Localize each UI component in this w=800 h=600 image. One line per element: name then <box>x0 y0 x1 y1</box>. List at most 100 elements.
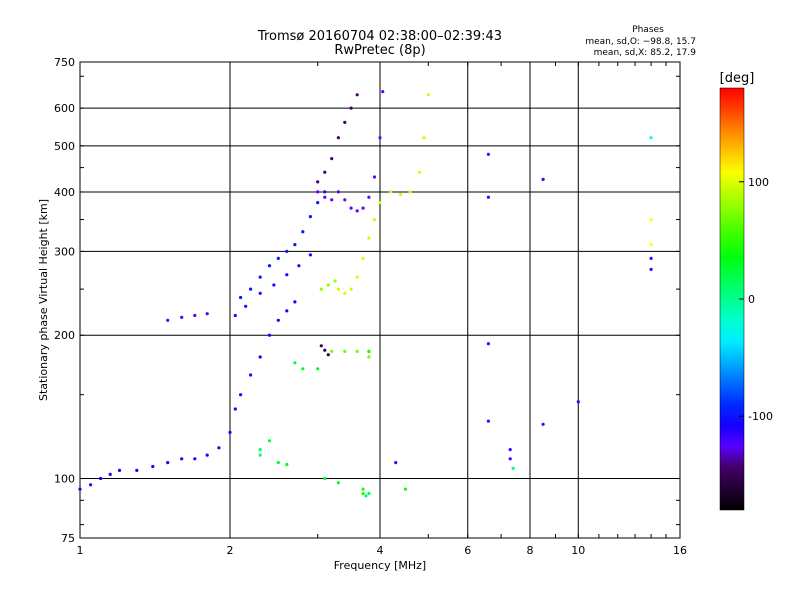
data-point <box>316 201 320 205</box>
data-point <box>576 400 580 404</box>
legend-line-o: mean, sd,O: −98.8, 15.7 <box>585 37 696 47</box>
data-point <box>349 106 353 110</box>
legend-heading: Phases <box>632 25 664 35</box>
data-point <box>649 267 653 271</box>
data-point <box>649 256 653 260</box>
data-point <box>649 243 653 247</box>
data-point <box>343 198 347 202</box>
data-point <box>541 422 545 426</box>
x-tick-label: 16 <box>673 544 687 557</box>
data-point <box>364 494 368 498</box>
data-point <box>316 367 320 371</box>
data-point <box>422 136 426 140</box>
data-point <box>361 491 365 496</box>
data-point <box>323 170 327 174</box>
data-point <box>323 190 327 194</box>
data-point <box>205 312 209 316</box>
data-point <box>285 273 289 277</box>
data-point <box>333 279 337 283</box>
data-point <box>355 349 359 353</box>
data-point <box>267 439 272 443</box>
data-point <box>336 136 340 140</box>
y-tick-label: 750 <box>54 56 75 69</box>
colorbar-tick-label: -100 <box>748 410 773 423</box>
data-point <box>180 457 184 461</box>
y-tick-label: 400 <box>54 186 75 199</box>
data-point <box>258 275 262 279</box>
data-point <box>239 393 243 397</box>
data-point <box>326 353 330 357</box>
colorbar-tick-label: 100 <box>748 176 769 189</box>
data-point <box>293 361 297 365</box>
colorbar-tick-label: 0 <box>748 293 755 306</box>
data-point <box>180 315 184 319</box>
data-point <box>267 264 272 268</box>
data-point <box>367 195 371 199</box>
data-point <box>166 318 170 322</box>
data-point <box>343 291 347 295</box>
data-point <box>361 256 365 260</box>
data-point <box>399 192 403 197</box>
data-point <box>239 295 243 300</box>
x-tick-label: 8 <box>527 544 534 557</box>
data-point <box>541 177 545 181</box>
data-point <box>355 93 359 97</box>
data-point <box>389 190 393 194</box>
data-point <box>117 468 122 472</box>
data-point <box>378 136 382 140</box>
data-point <box>486 419 490 423</box>
data-point <box>293 300 297 304</box>
data-point <box>336 287 340 291</box>
data-point <box>417 170 422 174</box>
data-point <box>217 446 221 450</box>
data-point <box>301 230 305 234</box>
colorbar: 100 0 -100 <box>719 87 773 511</box>
data-point <box>508 448 512 452</box>
data-point <box>78 487 82 491</box>
data-point <box>89 483 93 487</box>
x-tick-label: 6 <box>464 544 471 557</box>
data-point <box>108 472 112 476</box>
data-point <box>249 373 253 377</box>
data-point <box>367 491 371 496</box>
data-point <box>99 476 103 481</box>
data-point <box>285 462 289 467</box>
data-point <box>319 344 323 348</box>
data-point <box>258 453 262 457</box>
data-point <box>372 218 377 222</box>
data-point <box>486 342 490 346</box>
x-tick-label: 1 <box>77 544 84 557</box>
data-point <box>508 457 512 461</box>
data-point <box>323 195 327 199</box>
data-point <box>486 152 490 156</box>
data-point <box>285 309 289 313</box>
data-point <box>135 468 139 472</box>
data-point <box>233 407 237 411</box>
x-tick-label: 2 <box>227 544 234 557</box>
x-tick-label: 4 <box>377 544 384 557</box>
data-point <box>166 461 170 465</box>
data-point <box>233 313 237 318</box>
y-axis-label: Stationary phase Virtual Height [km] <box>37 199 50 401</box>
data-point <box>228 430 232 434</box>
data-point <box>308 253 312 257</box>
data-point <box>326 283 330 287</box>
data-point <box>308 215 312 219</box>
data-point <box>323 476 327 481</box>
data-point <box>193 457 197 461</box>
legend-line-x: mean, sd,X: 85.2, 17.9 <box>594 48 697 58</box>
data-point <box>323 348 327 352</box>
data-point <box>330 349 334 353</box>
colorbar-label: [deg] <box>720 71 755 86</box>
data-point <box>355 209 359 213</box>
data-point <box>293 243 297 247</box>
chart-title: Tromsø 20160704 02:38:00–02:39:43 <box>257 29 502 44</box>
data-point <box>361 206 365 210</box>
y-tick-label: 100 <box>54 473 75 486</box>
chart-subtitle: RwPretec (8p) <box>334 43 425 58</box>
data-point <box>258 448 262 452</box>
data-point <box>349 287 353 291</box>
data-point <box>258 291 262 295</box>
